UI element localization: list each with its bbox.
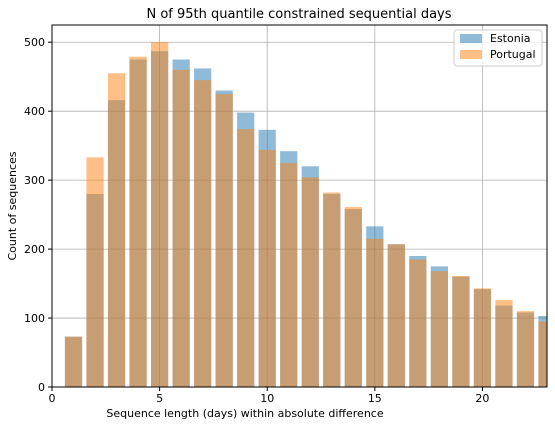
legend-label-estonia: Estonia (490, 32, 531, 45)
bar-portugal-10 (258, 149, 276, 387)
y-axis-ticks: 0 100 200 300 400 500 (24, 36, 52, 394)
y-tick-label: 500 (24, 36, 45, 49)
bar-portugal-1 (64, 336, 83, 387)
bar-portugal-23 (538, 321, 547, 387)
bar-portugal-13 (323, 192, 341, 387)
x-tick-label: 0 (49, 392, 56, 405)
x-tick-label: 5 (156, 392, 163, 405)
y-tick-label: 100 (24, 312, 45, 325)
bar-portugal-14 (344, 207, 362, 387)
y-tick-label: 200 (24, 243, 45, 256)
bar-portugal-11 (280, 162, 298, 387)
bar-portugal-16 (387, 244, 405, 387)
legend: Estonia Portugal (453, 29, 543, 67)
x-tick-label: 15 (368, 392, 382, 405)
x-axis-label: Sequence length (days) within absolute d… (106, 407, 383, 420)
bar-portugal-7 (194, 80, 212, 388)
bar-portugal-9 (237, 129, 255, 387)
bar-portugal-12 (301, 177, 319, 387)
bar-portugal-20 (473, 288, 492, 387)
legend-swatch-estonia (460, 34, 482, 43)
bar-portugal-8 (215, 93, 233, 387)
y-tick-label: 0 (38, 381, 45, 394)
plot-frame (51, 24, 548, 388)
bar-portugal-18 (430, 271, 448, 387)
bar-portugal-2 (86, 157, 104, 387)
bar-portugal-4 (129, 56, 147, 388)
legend-swatch-portugal (460, 50, 482, 59)
y-axis-label: Count of sequences (6, 151, 19, 260)
bar-portugal-21 (495, 300, 513, 387)
bar-portugal-19 (452, 275, 470, 387)
bar-portugal-5 (151, 42, 169, 387)
x-tick-label: 10 (260, 392, 274, 405)
bar-portugal-15 (366, 238, 384, 387)
bar-portugal-22 (516, 311, 535, 387)
plot-area (52, 25, 547, 387)
bar-portugal-6 (172, 69, 190, 388)
x-axis-ticks: 0 5 10 15 20 (49, 387, 489, 405)
y-tick-label: 300 (24, 174, 45, 187)
chart-title: N of 95th quantile constrained sequentia… (146, 7, 451, 22)
bar-portugal-3 (107, 73, 126, 388)
y-tick-label: 400 (24, 105, 45, 118)
x-tick-label: 20 (475, 392, 489, 405)
series-portugal (64, 42, 547, 388)
bar-portugal-17 (409, 259, 427, 387)
legend-label-portugal: Portugal (490, 48, 536, 61)
